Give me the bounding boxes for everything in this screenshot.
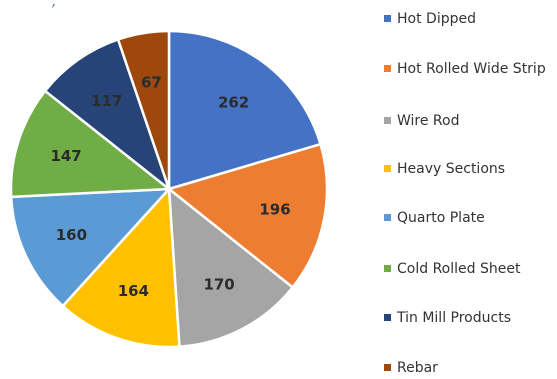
legend-label: Rebar [397,360,438,376]
legend-label: Quarto Plate [397,210,485,226]
legend-swatch [384,314,391,321]
pie-slice-rebar [116,29,171,190]
legend-swatch [384,65,391,72]
legend-swatch [384,214,391,221]
legend-swatch [384,165,391,172]
legend-label: Hot Rolled Wide Strip [397,61,546,77]
data-label-cold-rolled-sheet: 147 [50,147,81,165]
pie-slice-cold-rolled-sheet [9,89,173,199]
pie-slice-tin-mill-products [43,37,172,193]
legend-item-tin-mill-products: Tin Mill Products [384,307,557,329]
data-label-hot-rolled-wide-strip: 196 [259,201,290,219]
legend-label: Cold Rolled Sheet [397,261,521,277]
data-label-heavy-sections: 164 [118,282,149,300]
pie-slice-hot-dipped [167,29,323,191]
data-label-wire-rod: 170 [203,276,234,294]
legend-swatch [384,15,391,22]
data-label-quarto-plate: 160 [56,226,87,244]
pie-slice-hot-rolled-wide-strip [166,142,329,290]
data-label-rebar: 67 [141,74,162,92]
legend-label: Heavy Sections [397,161,506,177]
cropped-title-text: , [52,0,57,10]
legend-item-hot-dipped: Hot Dipped [384,8,557,30]
legend-swatch [384,117,391,124]
legend-swatch [384,364,391,371]
pie-slice-heavy-sections [61,185,181,349]
legend-item-heavy-sections: Heavy Sections [384,158,557,180]
legend-label: Tin Mill Products [397,310,511,326]
legend-item-quarto-plate: Quarto Plate [384,207,557,229]
data-label-tin-mill-products: 117 [91,92,122,110]
legend-swatch [384,265,391,272]
pie-svg: 262 196 170 164 160 147 117 67 [9,29,329,349]
legend-item-wire-rod: Wire Rod [384,110,557,132]
legend-item-rebar: Rebar [384,357,557,379]
pie-slice-quarto-plate [9,187,172,308]
legend-item-hot-rolled-wide-strip: Hot Rolled Wide Strip [384,58,557,80]
data-label-hot-dipped: 262 [218,94,249,112]
legend-item-cold-rolled-sheet: Cold Rolled Sheet [384,258,557,280]
legend-label: Wire Rod [397,113,460,129]
legend-label: Hot Dipped [397,11,476,27]
pie-slice-wire-rod [167,186,295,348]
